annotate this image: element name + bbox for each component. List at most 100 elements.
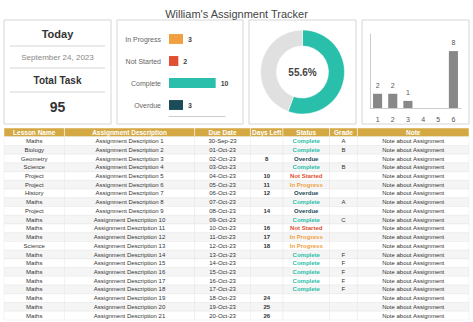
svg-text:Note about Assignment: Note about Assignment bbox=[382, 225, 444, 231]
svg-text:14: 14 bbox=[263, 208, 270, 214]
svg-text:A: A bbox=[341, 199, 345, 205]
svg-text:17: 17 bbox=[263, 234, 270, 240]
svg-text:Assignment Description 21: Assignment Description 21 bbox=[94, 313, 166, 319]
svg-text:Maths: Maths bbox=[26, 252, 42, 258]
svg-text:Not Started: Not Started bbox=[290, 173, 323, 179]
svg-text:3: 3 bbox=[188, 102, 192, 109]
svg-text:Science: Science bbox=[24, 164, 46, 170]
svg-text:Project: Project bbox=[25, 182, 44, 188]
svg-text:11: 11 bbox=[264, 182, 271, 188]
svg-text:03-Oct-23: 03-Oct-23 bbox=[209, 164, 236, 170]
svg-text:Note about Assignment: Note about Assignment bbox=[382, 260, 444, 266]
svg-text:In Progress: In Progress bbox=[290, 182, 324, 188]
svg-text:Note about Assignment: Note about Assignment bbox=[382, 208, 444, 214]
svg-text:Note about Assignment: Note about Assignment bbox=[382, 199, 444, 205]
svg-text:Overdue: Overdue bbox=[294, 208, 319, 214]
svg-text:Assignment Description 2: Assignment Description 2 bbox=[96, 147, 165, 153]
svg-text:1: 1 bbox=[376, 116, 380, 123]
svg-text:19-Oct-23: 19-Oct-23 bbox=[209, 304, 236, 310]
svg-text:B: B bbox=[341, 164, 345, 170]
svg-text:Due Date: Due Date bbox=[208, 129, 237, 136]
svg-text:3: 3 bbox=[406, 116, 410, 123]
svg-text:14-Oct-23: 14-Oct-23 bbox=[209, 260, 236, 266]
svg-text:Assignment Description 20: Assignment Description 20 bbox=[94, 304, 166, 310]
svg-text:5: 5 bbox=[436, 116, 440, 123]
svg-text:11-Oct-23: 11-Oct-23 bbox=[209, 234, 236, 240]
svg-text:A: A bbox=[341, 138, 345, 144]
svg-text:Complete: Complete bbox=[131, 80, 161, 88]
svg-text:2: 2 bbox=[376, 82, 380, 89]
svg-text:September 24, 2023: September 24, 2023 bbox=[21, 53, 94, 62]
svg-text:F: F bbox=[342, 286, 346, 292]
svg-text:Complete: Complete bbox=[293, 269, 321, 275]
svg-text:08-Oct-23: 08-Oct-23 bbox=[209, 208, 236, 214]
svg-text:Maths: Maths bbox=[26, 234, 42, 240]
svg-text:25: 25 bbox=[263, 304, 270, 310]
svg-text:8: 8 bbox=[451, 39, 455, 46]
svg-text:2: 2 bbox=[183, 58, 187, 65]
svg-text:Note about Assignment: Note about Assignment bbox=[382, 138, 444, 144]
svg-text:55.6%: 55.6% bbox=[288, 67, 316, 78]
svg-text:Assignment Description 3: Assignment Description 3 bbox=[96, 156, 165, 162]
svg-text:2: 2 bbox=[391, 116, 395, 123]
svg-text:Maths: Maths bbox=[26, 286, 42, 292]
svg-text:Assignment Description 18: Assignment Description 18 bbox=[94, 286, 166, 292]
svg-text:Complete: Complete bbox=[293, 199, 321, 205]
svg-text:10-Oct-23: 10-Oct-23 bbox=[209, 225, 236, 231]
svg-text:Note about Assignment: Note about Assignment bbox=[382, 295, 444, 301]
svg-text:Project: Project bbox=[25, 208, 44, 214]
svg-text:Note about Assignment: Note about Assignment bbox=[382, 182, 444, 188]
svg-text:In Progress: In Progress bbox=[125, 36, 161, 44]
svg-text:20-Oct-23: 20-Oct-23 bbox=[209, 313, 236, 319]
svg-text:Biology: Biology bbox=[24, 147, 44, 153]
svg-text:30-Sep-23: 30-Sep-23 bbox=[209, 138, 238, 144]
svg-text:15-Oct-23: 15-Oct-23 bbox=[209, 269, 236, 275]
svg-text:Assignment Description 8: Assignment Description 8 bbox=[96, 199, 165, 205]
svg-text:4: 4 bbox=[421, 116, 425, 123]
svg-text:F: F bbox=[342, 252, 346, 258]
svg-text:In Progress: In Progress bbox=[290, 234, 324, 240]
svg-text:Complete: Complete bbox=[293, 217, 321, 223]
svg-text:Complete: Complete bbox=[293, 147, 321, 153]
svg-text:F: F bbox=[342, 260, 346, 266]
svg-text:Complete: Complete bbox=[293, 252, 321, 258]
svg-text:Assignment Description 9: Assignment Description 9 bbox=[96, 208, 165, 214]
svg-text:18-Oct-23: 18-Oct-23 bbox=[209, 295, 236, 301]
svg-text:Note: Note bbox=[406, 129, 421, 136]
svg-text:Maths: Maths bbox=[26, 278, 42, 284]
svg-text:Maths: Maths bbox=[26, 295, 42, 301]
svg-text:Lesson Name: Lesson Name bbox=[13, 129, 56, 136]
svg-text:Total Task: Total Task bbox=[34, 75, 82, 86]
svg-text:10: 10 bbox=[263, 173, 270, 179]
svg-text:Note about Assignment: Note about Assignment bbox=[382, 252, 444, 258]
svg-text:Note about Assignment: Note about Assignment bbox=[382, 269, 444, 275]
svg-text:Note about Assignment: Note about Assignment bbox=[382, 164, 444, 170]
svg-text:12: 12 bbox=[263, 190, 270, 196]
svg-text:Note about Assignment: Note about Assignment bbox=[382, 286, 444, 292]
svg-text:16-Oct-23: 16-Oct-23 bbox=[209, 278, 236, 284]
svg-text:Complete: Complete bbox=[293, 260, 321, 266]
svg-text:Grade: Grade bbox=[334, 129, 353, 136]
svg-text:Complete: Complete bbox=[293, 164, 321, 170]
svg-text:Assignment Description 6: Assignment Description 6 bbox=[96, 182, 165, 188]
svg-text:Assignment Description 17: Assignment Description 17 bbox=[94, 278, 166, 284]
svg-text:12-Oct-23: 12-Oct-23 bbox=[209, 243, 236, 249]
svg-text:Maths: Maths bbox=[26, 217, 42, 223]
svg-text:Assignment Description 15: Assignment Description 15 bbox=[94, 260, 166, 266]
svg-text:Maths: Maths bbox=[26, 269, 42, 275]
svg-text:Assignment Description 14: Assignment Description 14 bbox=[94, 252, 166, 258]
svg-text:Note about Assignment: Note about Assignment bbox=[382, 278, 444, 284]
svg-text:01-Oct-23: 01-Oct-23 bbox=[209, 147, 236, 153]
svg-text:Note about Assignment: Note about Assignment bbox=[382, 313, 444, 319]
svg-text:Not Started: Not Started bbox=[126, 58, 162, 65]
svg-text:Assignment Description 10: Assignment Description 10 bbox=[94, 217, 166, 223]
svg-text:Overdue: Overdue bbox=[294, 156, 319, 162]
svg-text:04-Oct-23: 04-Oct-23 bbox=[209, 173, 236, 179]
svg-text:History: History bbox=[25, 190, 44, 196]
svg-text:16: 16 bbox=[263, 225, 270, 231]
svg-text:Note about Assignment: Note about Assignment bbox=[382, 190, 444, 196]
svg-text:Assignment Description 19: Assignment Description 19 bbox=[94, 295, 166, 301]
svg-text:6: 6 bbox=[451, 116, 455, 123]
svg-text:Note about Assignment: Note about Assignment bbox=[382, 156, 444, 162]
svg-text:Geometry: Geometry bbox=[21, 156, 47, 162]
